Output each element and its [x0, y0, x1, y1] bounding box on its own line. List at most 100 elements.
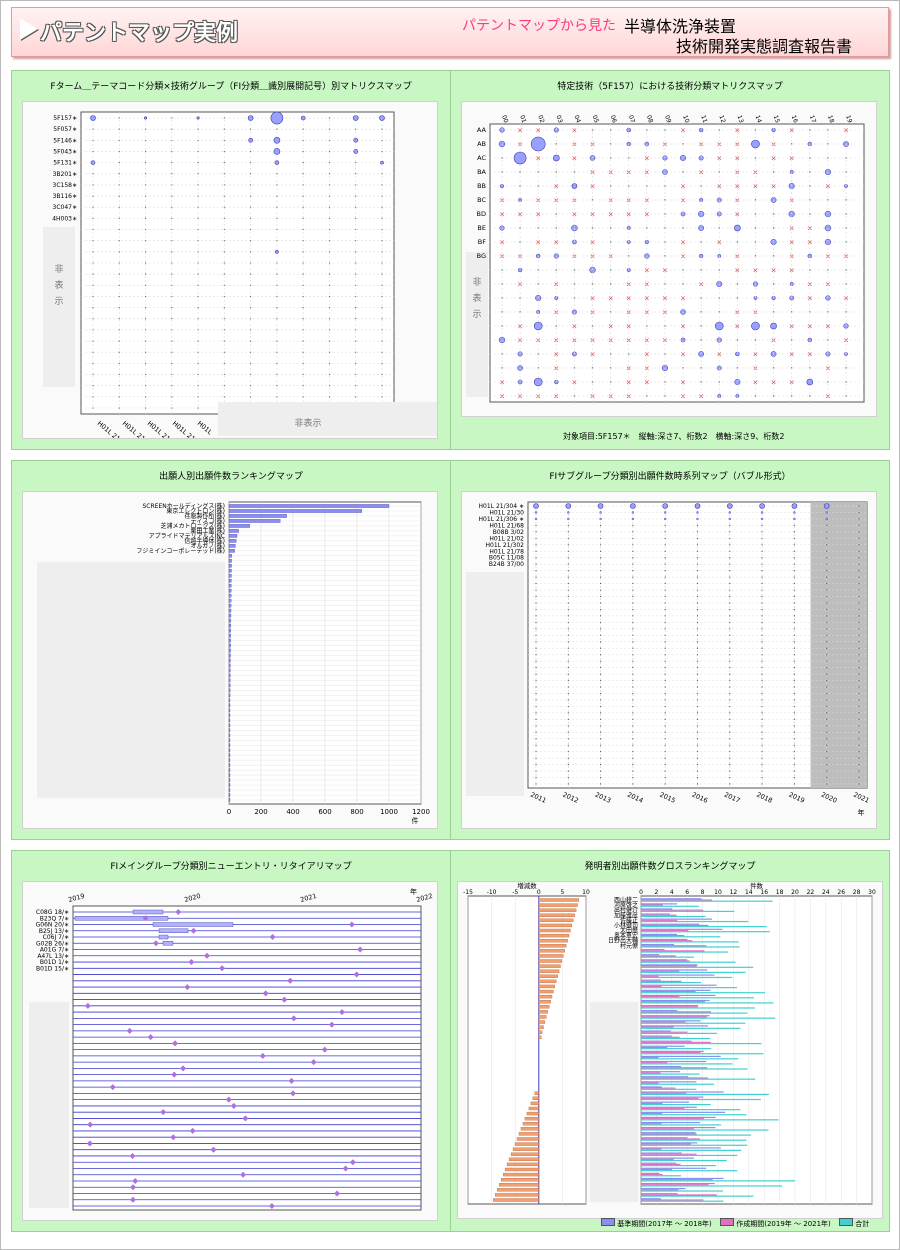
grid-dot — [118, 206, 120, 208]
grid-dot — [567, 531, 569, 533]
grid-dot — [328, 251, 331, 253]
grid-dot — [276, 307, 278, 309]
bubble-point — [247, 115, 254, 121]
grid-dot — [761, 770, 763, 772]
grid-dot — [250, 251, 252, 253]
grid-dot — [729, 576, 731, 578]
grid-dot — [118, 240, 120, 242]
grid-dot — [664, 524, 666, 526]
cross-mark: × — [662, 267, 668, 275]
grid-dot — [761, 764, 763, 766]
bubble-point — [631, 511, 635, 514]
grid-dot — [826, 570, 828, 572]
x-tick-label: H01L 21/304 648C — [171, 419, 223, 438]
grid-dot — [567, 738, 569, 740]
grid-dot — [632, 602, 634, 604]
grid-dot — [632, 776, 634, 779]
grid-dot — [567, 783, 569, 785]
total-bar — [641, 1134, 752, 1136]
grid-dot — [632, 686, 634, 688]
grid-dot — [600, 615, 602, 617]
grid-dot — [197, 262, 199, 264]
total-bar — [641, 1185, 783, 1187]
grid-dot — [197, 162, 199, 164]
cross-mark: × — [517, 323, 523, 331]
grid-dot — [355, 184, 357, 186]
bar — [228, 653, 231, 658]
grid-dot — [761, 725, 763, 727]
change-bar — [538, 908, 577, 912]
grid-dot — [600, 776, 602, 779]
y-tick-label: H01L 21/78 — [489, 548, 524, 555]
grid-dot — [696, 531, 699, 533]
grid-dot — [696, 686, 699, 688]
x-tick-label: 18 — [826, 114, 835, 124]
grid-dot — [793, 576, 795, 578]
cross-mark: × — [807, 351, 813, 359]
grid-dot — [858, 576, 860, 578]
grid-dot — [793, 783, 795, 785]
grid-dot — [118, 373, 120, 376]
total-bar — [641, 1078, 756, 1080]
plot-frame — [489, 123, 865, 403]
change-bar — [510, 1152, 539, 1156]
total-bar — [641, 1093, 769, 1096]
grid-dot — [729, 738, 731, 740]
y-tick-label: 西山耕二 — [614, 896, 638, 904]
grid-dot — [696, 647, 699, 649]
period-bar — [641, 1123, 662, 1125]
grid-dot — [118, 362, 120, 364]
grid-dot — [754, 213, 757, 215]
grid-dot — [328, 284, 331, 286]
grid-dot — [761, 537, 763, 539]
grid-dot — [664, 608, 666, 611]
grid-dot — [535, 602, 537, 604]
y-tick-label: SCREENホールディングス(株) — [143, 502, 226, 510]
grid-dot — [144, 262, 147, 264]
bubble-point — [533, 321, 543, 331]
grid-dot — [328, 385, 331, 387]
grid-dot — [696, 738, 699, 740]
grid-dot — [632, 757, 634, 759]
base-bar — [641, 949, 665, 951]
grid-dot — [535, 621, 537, 623]
grid-dot — [664, 783, 666, 785]
grid-dot — [328, 318, 331, 320]
grid-dot — [197, 150, 199, 153]
grid-dot — [761, 757, 763, 759]
period-bar — [641, 1128, 695, 1130]
span-bar — [162, 941, 174, 946]
grid-dot — [793, 692, 795, 695]
grid-dot — [223, 295, 225, 298]
grid-dot — [826, 731, 828, 733]
grid-dot — [761, 718, 763, 720]
total-bar — [641, 1190, 724, 1192]
grid-dot — [535, 544, 537, 546]
grid-dot — [118, 150, 120, 153]
change-bar — [526, 1111, 539, 1116]
base-bar — [641, 943, 675, 946]
base-bar — [641, 1004, 699, 1007]
grid-dot — [355, 173, 357, 175]
grid-dot — [696, 699, 699, 701]
plot-frame — [527, 501, 868, 789]
base-bar — [641, 999, 710, 1002]
grid-dot — [144, 307, 147, 309]
grid-dot — [250, 318, 252, 320]
diamond-marker — [353, 971, 360, 978]
bubble-point — [353, 149, 359, 154]
grid-dot — [858, 654, 860, 656]
grid-dot — [664, 544, 666, 546]
grid-dot — [381, 295, 383, 298]
cross-mark: × — [716, 351, 722, 359]
grid-dot — [118, 318, 120, 320]
grid-dot — [826, 764, 828, 766]
grid-dot — [729, 725, 731, 727]
grid-dot — [826, 654, 828, 656]
y-tick-label: H01L 21/304 ∗ — [479, 503, 524, 510]
change-bar — [528, 1106, 539, 1111]
grid-dot — [632, 595, 634, 598]
grid-dot — [276, 318, 278, 320]
grid-dot — [858, 615, 860, 617]
grid-dot — [729, 764, 731, 766]
